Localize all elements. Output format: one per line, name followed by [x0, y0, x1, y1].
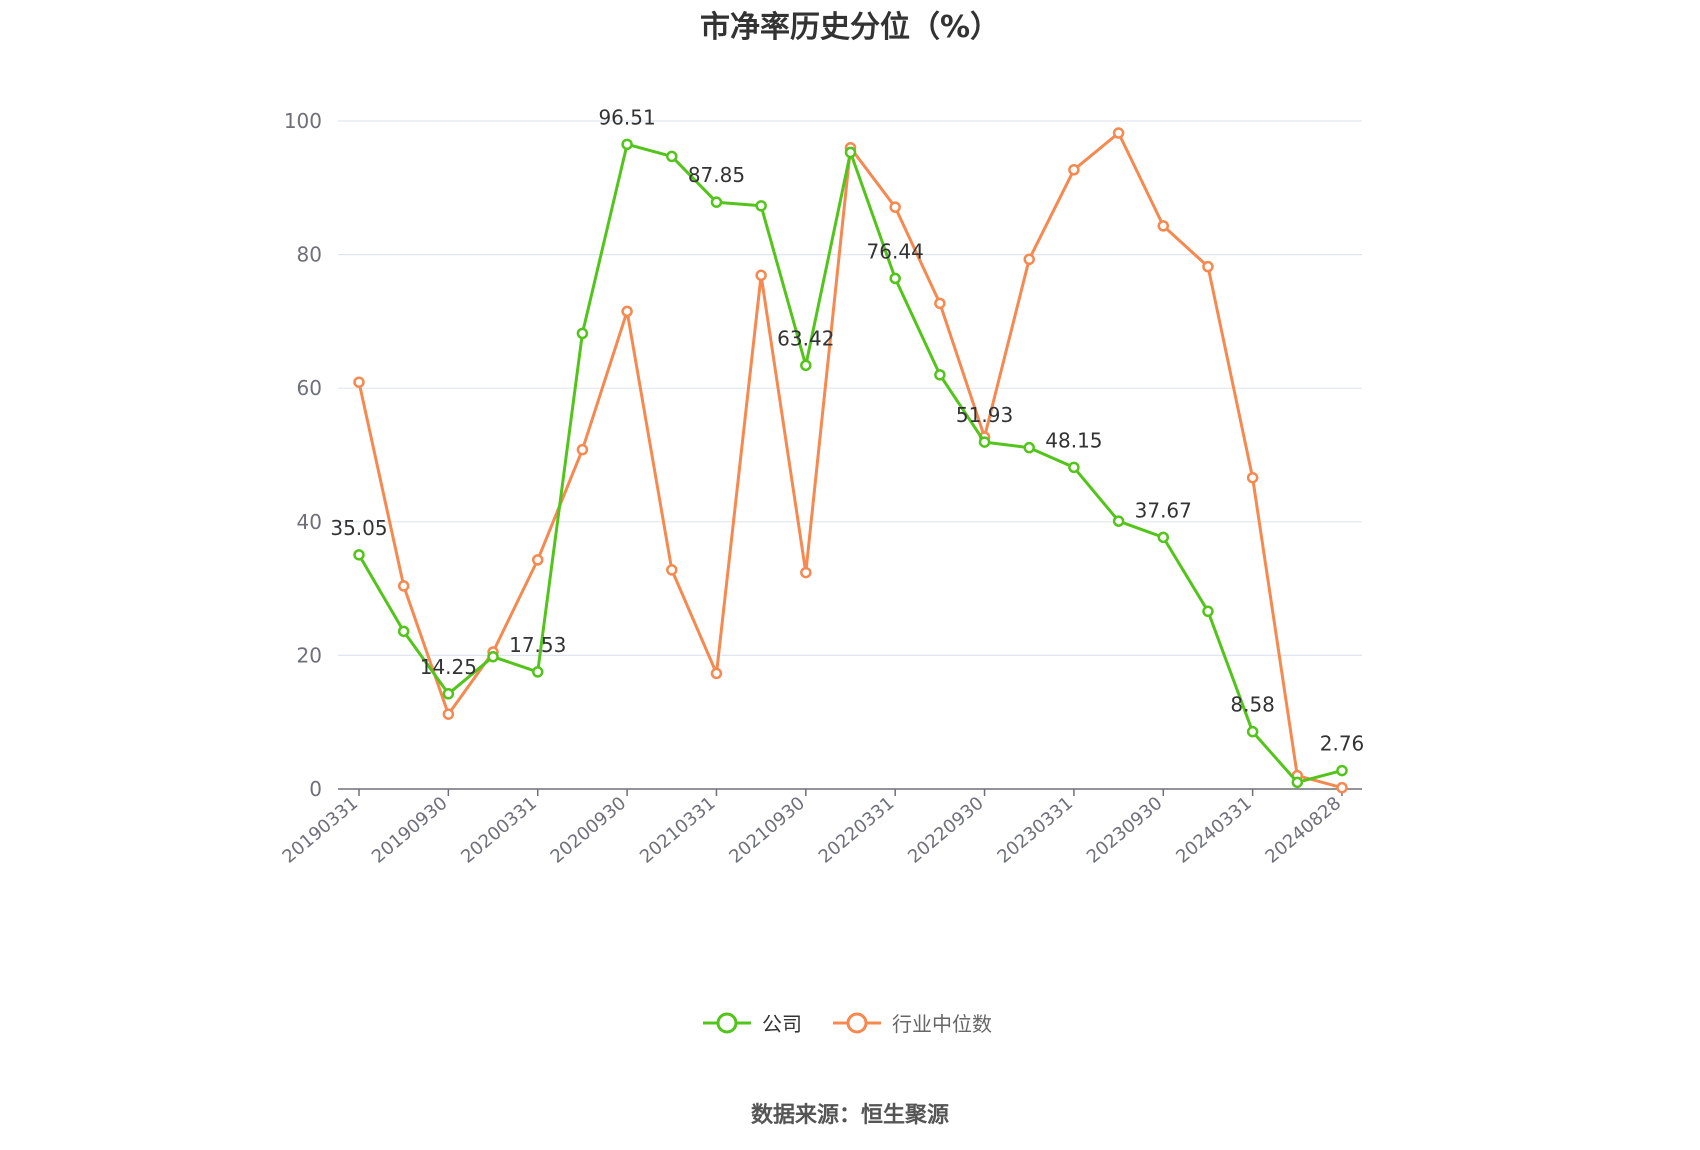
data-point: [1112, 127, 1125, 139]
series-layer: [353, 127, 1348, 794]
legend-label: 行业中位数: [892, 1012, 992, 1036]
y-tick-label: 100: [284, 109, 322, 133]
data-label: 17.53: [509, 633, 566, 657]
data-point: [1157, 531, 1170, 544]
x-tick-label: 20200930: [547, 793, 631, 868]
data-point: [934, 369, 946, 381]
data-point: [1202, 260, 1214, 273]
data-point: [755, 269, 767, 282]
x-tick-label: 20240331: [1172, 793, 1256, 868]
data-label: 2.76: [1320, 732, 1365, 756]
x-tick-label: 20200331: [457, 793, 541, 868]
grid-lines: [338, 120, 1362, 657]
x-tick-label: 20190930: [368, 793, 452, 868]
data-label: 48.15: [1045, 428, 1102, 452]
data-point: [934, 297, 946, 310]
data-point: [1068, 164, 1080, 176]
data-point: [353, 549, 365, 561]
data-point: [576, 443, 589, 456]
data-point: [442, 688, 455, 700]
y-axis: 0 20 40 60 80 100: [284, 109, 322, 801]
data-label: 96.51: [598, 105, 655, 129]
data-point: [397, 580, 410, 592]
data-label: 51.93: [956, 403, 1013, 427]
data-point: [1112, 515, 1125, 527]
data-point: [397, 625, 410, 638]
data-point: [1246, 725, 1259, 738]
chart-title: 市净率历史分位（%）: [700, 10, 1000, 45]
legend-item-company[interactable]: 公司: [703, 1012, 802, 1036]
source-text: 数据来源：恒生聚源: [751, 1102, 949, 1128]
data-label: 37.67: [1135, 498, 1192, 522]
data-point: [1246, 471, 1259, 484]
data-label: 63.42: [777, 326, 834, 350]
data-point: [1023, 253, 1035, 266]
series-line-0: [357, 142, 1343, 784]
x-tick-label: 20190331: [279, 793, 363, 868]
data-point: [353, 376, 365, 388]
y-tick-label: 40: [297, 510, 322, 534]
data-label: 35.05: [330, 516, 387, 540]
data-point: [487, 650, 499, 663]
data-point: [621, 138, 633, 151]
data-point: [800, 566, 812, 579]
data-point: [666, 564, 678, 576]
x-tick-label: 20230331: [993, 793, 1077, 868]
x-axis: 20190331 20190930 20200331 20200930 20210331…: [279, 788, 1362, 868]
data-point: [1157, 220, 1170, 232]
data-point: [1023, 441, 1035, 454]
x-tick-label: 20210331: [636, 793, 720, 868]
data-point: [889, 272, 901, 285]
data-labels: 35.05 14.25 17.53 96.51 87.85 63.42 76.44 51.93…: [330, 105, 1364, 755]
data-point: [531, 666, 544, 678]
data-point: [800, 359, 812, 372]
data-point: [889, 201, 901, 213]
y-tick-label: 0: [309, 777, 322, 801]
data-point: [844, 146, 857, 159]
legend-marker-icon: [846, 1012, 868, 1034]
data-point: [710, 196, 723, 208]
data-label: 14.25: [420, 655, 477, 679]
x-tick-label: 20240828: [1262, 793, 1346, 868]
y-tick-label: 80: [297, 243, 322, 267]
legend-label: 公司: [762, 1012, 802, 1036]
x-tick-label: 20210930: [725, 793, 809, 868]
y-tick-label: 20: [297, 643, 322, 667]
x-tick-label: 20220331: [815, 793, 899, 868]
data-point: [666, 150, 678, 163]
x-tick-label: 20230930: [1083, 793, 1167, 868]
series-line-1: [357, 131, 1343, 790]
data-label: 87.85: [688, 163, 745, 187]
legend[interactable]: 公司 行业中位数: [703, 1012, 992, 1036]
y-tick-label: 60: [297, 376, 322, 400]
data-point: [1202, 605, 1214, 618]
data-point: [1068, 461, 1080, 474]
data-label: 76.44: [867, 239, 924, 263]
data-point: [531, 554, 544, 566]
data-point: [1291, 776, 1304, 789]
x-tick-label: 20220930: [904, 793, 988, 868]
data-point: [1336, 764, 1348, 777]
data-point: [1336, 781, 1348, 794]
legend-item-industry[interactable]: 行业中位数: [833, 1012, 992, 1036]
data-point: [621, 305, 633, 318]
data-point: [978, 436, 991, 448]
data-point: [576, 327, 589, 340]
data-point: [442, 708, 455, 720]
data-point: [710, 667, 723, 680]
data-label: 8.58: [1230, 693, 1275, 717]
legend-marker-icon: [716, 1012, 738, 1034]
data-point: [755, 200, 767, 212]
